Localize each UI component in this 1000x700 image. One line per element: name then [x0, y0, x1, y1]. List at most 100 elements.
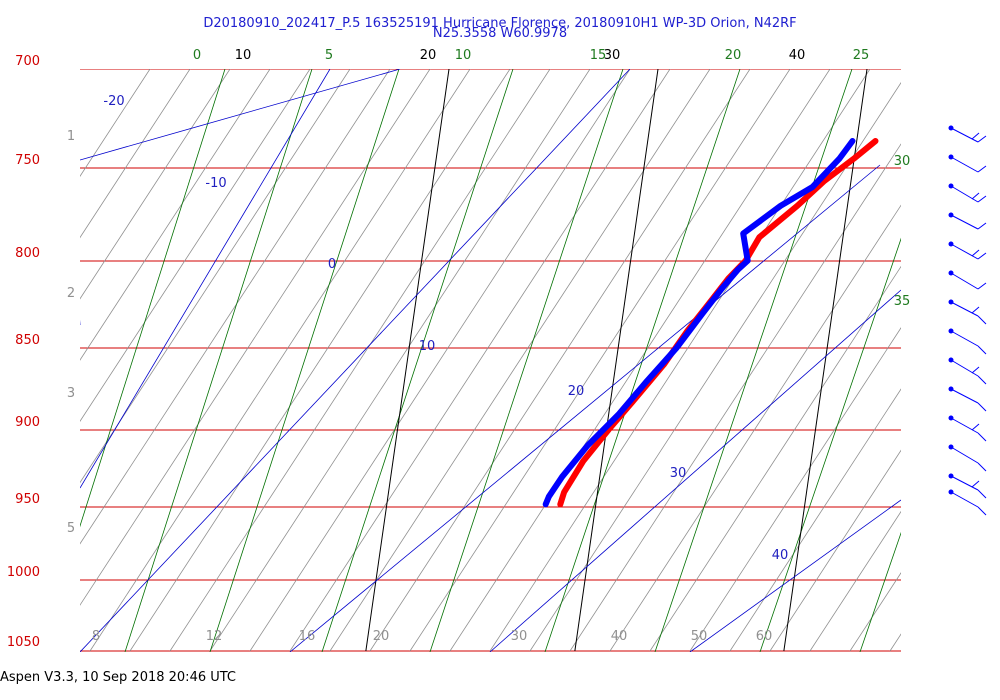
wind-barb-shaft [950, 475, 979, 491]
mixing-ratio-line [80, 69, 226, 528]
mixing-ratio-line [544, 69, 741, 652]
moist-adiabat-line [80, 69, 191, 239]
wind-barb-feather [971, 306, 980, 314]
wind-barb-feather [977, 195, 987, 203]
moist-adiabat-line [609, 204, 901, 652]
wind-barb [948, 357, 987, 385]
dry-adiabat-line [80, 69, 401, 161]
dry-adiabat-label: 30 [670, 466, 687, 481]
wind-barb-feather [971, 423, 980, 431]
moist-adiabat-line [289, 69, 671, 652]
mixing-ratio-line [124, 69, 313, 652]
wind-barb-feather [977, 222, 987, 230]
mixing-ratio-line [429, 69, 624, 652]
height-label-km: 3 [67, 386, 75, 401]
moist-adiabat-line [329, 69, 711, 652]
wind-barb-feather [977, 432, 987, 442]
chart-subtitle-location: N25.3558 W60.9978 [432, 26, 568, 41]
moist-adiabat-line [569, 143, 901, 652]
temperature-profile [557, 138, 879, 508]
wind-barb [948, 386, 987, 412]
wind-barb [948, 489, 987, 516]
wind-barb-feather [977, 252, 987, 260]
moist-adiabat-line [80, 69, 311, 422]
moist-adiabat-line [689, 327, 901, 652]
moist-adiabat-line [89, 69, 471, 652]
dry-adiabat-line [689, 499, 901, 652]
software-footer: Aspen V3.3, 10 Sep 2018 20:46 UTC [0, 670, 237, 685]
moist-adiabat-line [80, 69, 231, 300]
height-label-km: 5 [67, 521, 75, 536]
mixing-ratio-label: 0 [193, 48, 201, 63]
mixing-ratio-label: 30 [894, 154, 911, 169]
moist-adiabat-label: 20 [373, 629, 390, 644]
wind-barb-feather [977, 165, 987, 173]
isotherm-label: 10 [235, 48, 252, 63]
wind-barb-feather [971, 132, 980, 140]
mixing-ratio-label: 10 [455, 48, 472, 63]
wind-barb-shaft [950, 185, 979, 203]
moist-adiabat-line [80, 69, 271, 361]
isotherm-40 [993, 69, 1000, 651]
mixing-ratio-label: 20 [725, 48, 742, 63]
moist-adiabat-line [449, 69, 831, 652]
height-label-km: 1 [67, 129, 75, 144]
wind-barb-shaft [950, 446, 979, 464]
wind-barb [948, 415, 987, 442]
pressure-label-1050: 1050 [7, 635, 40, 650]
isotherm-10 [365, 69, 450, 652]
wind-barb-shaft [950, 214, 979, 230]
wind-barb-shaft [950, 156, 979, 173]
isotherm-label: 20 [420, 48, 437, 63]
wind-barb-shaft [950, 417, 979, 434]
mixing-ratio-line [654, 69, 853, 652]
isotherm-20 [574, 69, 659, 652]
moist-adiabat-line [489, 69, 871, 652]
pressure-label-800: 800 [15, 246, 40, 261]
dewpoint-profile [542, 138, 856, 508]
wind-barb [948, 125, 987, 143]
wind-barb-shaft [950, 272, 979, 290]
moist-adiabat-line [409, 69, 791, 652]
mixing-ratio-line [209, 69, 400, 652]
moist-adiabat-label: 40 [611, 629, 628, 644]
dry-adiabat-line [80, 69, 631, 652]
mixing-ratio-line [859, 531, 901, 652]
moist-adiabat-label: 50 [691, 629, 708, 644]
mixing-ratio-line [321, 69, 514, 652]
dry-adiabat-label: 20 [568, 384, 585, 399]
moist-adiabat-line [209, 69, 591, 652]
pressure-label-750: 750 [15, 153, 40, 168]
wind-barb-shaft [950, 388, 979, 404]
moist-adiabat-line [129, 69, 511, 652]
wind-barb-feather [971, 249, 980, 257]
moist-adiabat-line [80, 69, 151, 177]
moist-adiabat-line [809, 510, 901, 652]
mixing-ratio-label: 35 [894, 294, 911, 309]
wind-barb [948, 183, 987, 203]
moist-adiabat-label: 8 [92, 629, 100, 644]
wind-barb [948, 328, 987, 355]
wind-barb-feather [971, 366, 980, 374]
wind-barb [948, 299, 987, 325]
wind-barb-shaft [950, 127, 979, 143]
wind-barb-feather [971, 192, 980, 200]
moist-adiabat-line [849, 572, 901, 652]
wind-barb [948, 473, 987, 499]
wind-barb [948, 444, 987, 472]
moist-adiabat-line [249, 69, 631, 652]
pressure-label-900: 900 [15, 415, 40, 430]
chart-title: D20180910_202417_P.5 163525191 Hurricane… [203, 16, 797, 31]
dry-adiabat-label: 10 [419, 339, 436, 354]
wind-barb-feather [977, 135, 987, 143]
moist-adiabat-label: 16 [299, 629, 316, 644]
wind-barb-shaft [950, 330, 979, 347]
wind-barb-feather [977, 489, 987, 499]
wind-barb-feather [977, 375, 987, 385]
pressure-label-700: 700 [15, 54, 40, 69]
isotherm-label: 30 [604, 48, 621, 63]
wind-barb [948, 270, 987, 290]
moist-adiabat-label: 12 [206, 629, 223, 644]
moist-adiabat-line [80, 69, 391, 545]
